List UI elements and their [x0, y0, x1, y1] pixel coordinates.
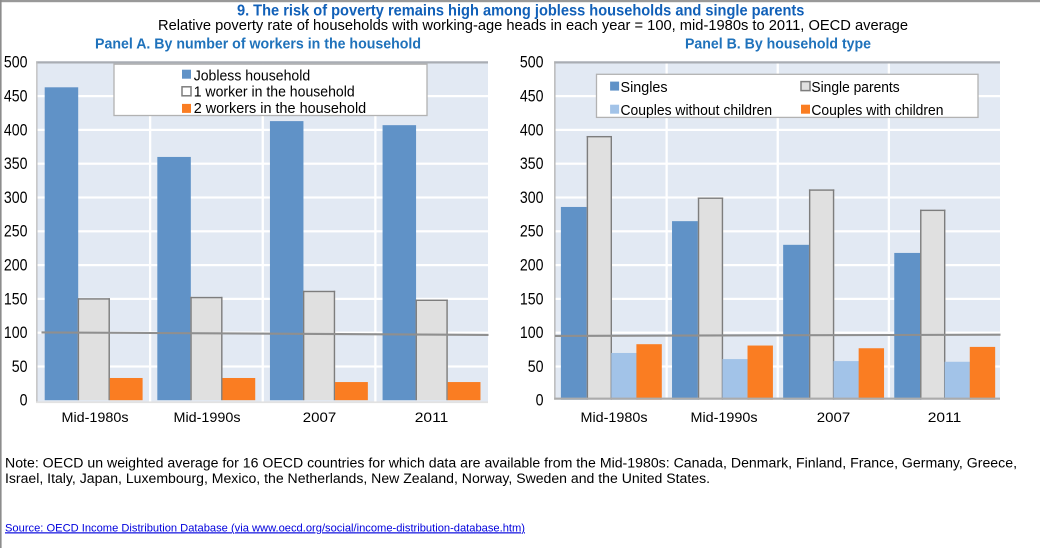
svg-text:Panel A. By number of workers: Panel A. By number of workers in the hou… — [95, 37, 421, 53]
svg-text:Israel, Italy, Japan, Luxembou: Israel, Italy, Japan, Luxembourg, Mexico… — [5, 470, 710, 486]
svg-text:2007: 2007 — [303, 410, 337, 425]
svg-text:200: 200 — [4, 257, 28, 275]
svg-text:100: 100 — [4, 324, 28, 342]
svg-text:Mid-1990s: Mid-1990s — [691, 410, 758, 425]
svg-text:9. The risk of poverty remains: 9. The risk of poverty remains high amon… — [237, 3, 805, 20]
svg-text:2 workers in the household: 2 workers in the household — [194, 101, 367, 117]
svg-text:300: 300 — [4, 189, 28, 207]
svg-text:450: 450 — [520, 88, 544, 106]
svg-text:Panel B. By household type: Panel B. By household type — [685, 37, 871, 53]
svg-text:50: 50 — [528, 358, 544, 376]
svg-text:150: 150 — [4, 290, 28, 308]
svg-text:100: 100 — [520, 324, 544, 342]
svg-text:Couples with children: Couples with children — [811, 103, 943, 119]
svg-text:500: 500 — [4, 54, 28, 72]
svg-text:Mid-1990s: Mid-1990s — [174, 410, 241, 425]
svg-text:400: 400 — [520, 121, 544, 139]
svg-text:Relative poverty rate of house: Relative poverty rate of households with… — [158, 18, 908, 34]
svg-text:Single parents: Single parents — [811, 80, 899, 96]
svg-text:50: 50 — [12, 358, 28, 376]
svg-text:150: 150 — [520, 290, 544, 308]
svg-text:250: 250 — [4, 223, 28, 241]
svg-text:400: 400 — [4, 121, 28, 139]
svg-text:250: 250 — [520, 223, 544, 241]
svg-text:Jobless household: Jobless household — [194, 68, 311, 84]
svg-text:Source: OECD Income Distributi: Source: OECD Income Distribution Databas… — [5, 522, 525, 534]
svg-text:350: 350 — [520, 155, 544, 173]
svg-text:Singles: Singles — [621, 80, 668, 96]
svg-text:450: 450 — [4, 88, 28, 106]
svg-text:2011: 2011 — [415, 410, 449, 425]
svg-text:350: 350 — [4, 155, 28, 173]
svg-text:0: 0 — [536, 392, 544, 410]
svg-text:2011: 2011 — [928, 410, 962, 425]
svg-text:0: 0 — [20, 392, 28, 410]
svg-text:Note: OECD un weighted average: Note: OECD un weighted average for 16 OE… — [5, 455, 1017, 471]
svg-text:Mid-1980s: Mid-1980s — [581, 410, 648, 425]
svg-text:Mid-1980s: Mid-1980s — [62, 410, 129, 425]
svg-text:200: 200 — [520, 257, 544, 275]
svg-text:300: 300 — [520, 189, 544, 207]
svg-text:1 worker in the household: 1 worker in the household — [194, 85, 355, 101]
svg-text:2007: 2007 — [817, 410, 851, 425]
svg-text:500: 500 — [520, 54, 544, 72]
svg-text:Couples without children: Couples without children — [621, 103, 773, 119]
